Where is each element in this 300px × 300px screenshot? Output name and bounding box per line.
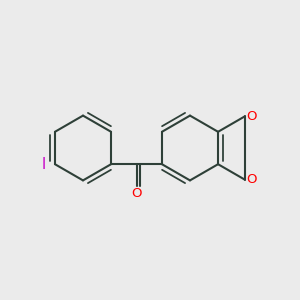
Text: I: I xyxy=(41,157,46,172)
Text: O: O xyxy=(246,110,256,123)
Text: O: O xyxy=(131,187,142,200)
Text: O: O xyxy=(246,173,256,186)
